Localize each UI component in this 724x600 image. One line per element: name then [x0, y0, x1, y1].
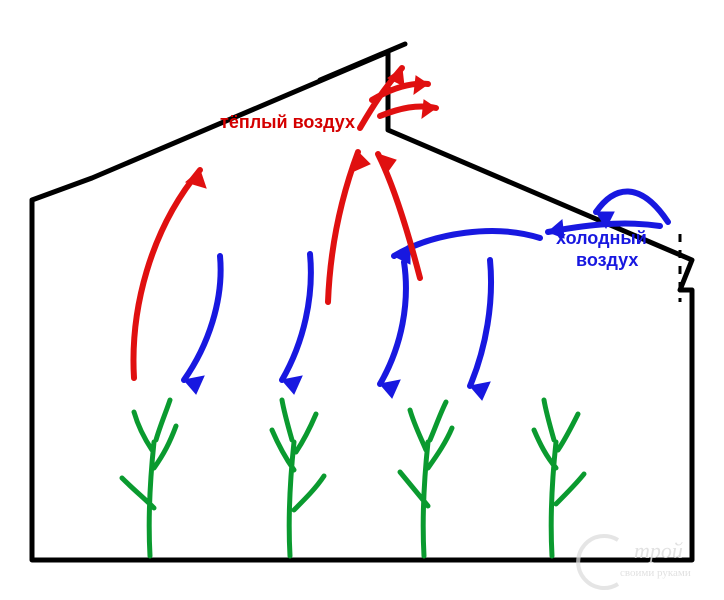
cold-air-label-line1: холодный: [556, 228, 647, 248]
warm-air-label: тёплый воздух: [220, 112, 355, 132]
canvas-bg: [0, 0, 724, 600]
watermark-line2: своими руками: [620, 567, 691, 579]
cold-air-label-line2: воздух: [576, 250, 638, 270]
watermark-line1: трой: [634, 538, 683, 563]
